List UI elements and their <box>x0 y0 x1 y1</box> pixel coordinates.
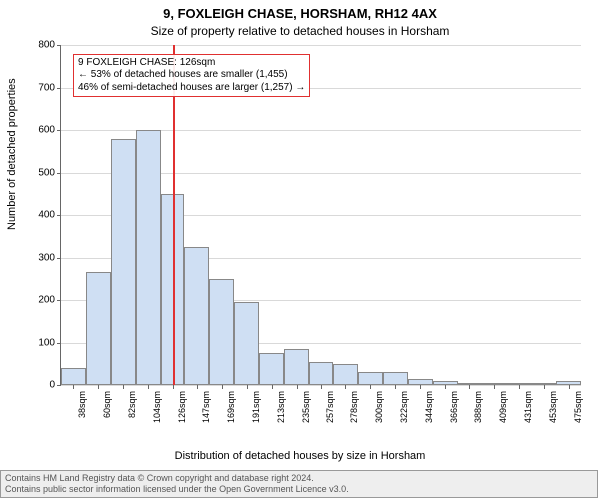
x-tick <box>222 385 223 389</box>
histogram-bar <box>209 279 234 385</box>
x-tick <box>297 385 298 389</box>
x-tick-label: 257sqm <box>325 391 335 439</box>
y-tick <box>57 385 61 386</box>
y-tick-label: 400 <box>15 210 55 221</box>
histogram-bar <box>61 368 86 385</box>
y-tick-label: 500 <box>15 167 55 178</box>
histogram-bar <box>309 362 333 385</box>
annotation-line-1: 9 FOXLEIGH CHASE: 126sqm <box>78 57 305 70</box>
footer-line-2: Contains public sector information licen… <box>5 484 593 495</box>
x-tick <box>445 385 446 389</box>
y-tick <box>57 215 61 216</box>
y-tick <box>57 88 61 89</box>
x-tick-label: 475sqm <box>573 391 583 439</box>
x-tick-label: 278sqm <box>349 391 359 439</box>
x-tick-label: 104sqm <box>152 391 162 439</box>
y-axis-label: Number of detached properties <box>6 78 18 230</box>
footer-line-1: Contains HM Land Registry data © Crown c… <box>5 473 593 484</box>
x-tick-label: 82sqm <box>127 391 137 439</box>
x-tick <box>173 385 174 389</box>
x-axis-caption: Distribution of detached houses by size … <box>0 450 600 462</box>
histogram-bar <box>333 364 358 385</box>
x-tick <box>247 385 248 389</box>
y-tick-label: 0 <box>15 380 55 391</box>
histogram-bar <box>259 353 284 385</box>
x-tick <box>569 385 570 389</box>
x-tick-label: 235sqm <box>301 391 311 439</box>
x-tick <box>370 385 371 389</box>
histogram-bar <box>136 130 161 385</box>
y-tick-label: 300 <box>15 252 55 263</box>
x-tick <box>73 385 74 389</box>
y-tick <box>57 173 61 174</box>
x-tick <box>148 385 149 389</box>
footer-licence: Contains HM Land Registry data © Crown c… <box>0 470 598 498</box>
page-title: 9, FOXLEIGH CHASE, HORSHAM, RH12 4AX <box>0 0 600 22</box>
y-tick-label: 800 <box>15 40 55 51</box>
histogram-bar <box>284 349 309 385</box>
x-tick-label: 147sqm <box>201 391 211 439</box>
x-tick-label: 366sqm <box>449 391 459 439</box>
histogram-bar <box>234 302 259 385</box>
x-tick-label: 126sqm <box>177 391 187 439</box>
x-tick-label: 409sqm <box>498 391 508 439</box>
chart-container: 9, FOXLEIGH CHASE, HORSHAM, RH12 4AX Siz… <box>0 0 600 500</box>
x-tick <box>420 385 421 389</box>
y-tick <box>57 45 61 46</box>
annotation-box: 9 FOXLEIGH CHASE: 126sqm← 53% of detache… <box>73 54 310 98</box>
plot-area: 010020030040050060070080038sqm60sqm82sqm… <box>60 45 581 386</box>
x-tick-label: 453sqm <box>548 391 558 439</box>
x-tick-label: 213sqm <box>276 391 286 439</box>
y-tick <box>57 300 61 301</box>
annotation-line-3: 46% of semi-detached houses are larger (… <box>78 82 305 95</box>
x-tick <box>345 385 346 389</box>
histogram-bar <box>111 139 136 386</box>
x-tick-label: 60sqm <box>102 391 112 439</box>
x-tick <box>272 385 273 389</box>
y-tick-label: 600 <box>15 125 55 136</box>
page-subtitle: Size of property relative to detached ho… <box>0 22 600 38</box>
histogram-bar <box>383 372 408 385</box>
x-tick <box>197 385 198 389</box>
histogram-bar <box>184 247 209 385</box>
x-tick <box>321 385 322 389</box>
x-tick <box>395 385 396 389</box>
y-tick <box>57 258 61 259</box>
y-tick-label: 100 <box>15 337 55 348</box>
annotation-line-2: ← 53% of detached houses are smaller (1,… <box>78 69 305 82</box>
histogram-bar <box>86 272 111 385</box>
y-tick <box>57 130 61 131</box>
x-tick <box>544 385 545 389</box>
y-tick <box>57 343 61 344</box>
x-tick <box>123 385 124 389</box>
x-tick-label: 431sqm <box>523 391 533 439</box>
gridline <box>61 45 581 46</box>
x-tick <box>519 385 520 389</box>
plot-wrap: 010020030040050060070080038sqm60sqm82sqm… <box>60 45 580 415</box>
x-tick-label: 38sqm <box>77 391 87 439</box>
x-tick-label: 169sqm <box>226 391 236 439</box>
x-tick <box>98 385 99 389</box>
x-tick <box>469 385 470 389</box>
x-tick-label: 191sqm <box>251 391 261 439</box>
x-tick-label: 300sqm <box>374 391 384 439</box>
x-tick-label: 322sqm <box>399 391 409 439</box>
x-tick-label: 344sqm <box>424 391 434 439</box>
y-tick-label: 700 <box>15 82 55 93</box>
x-tick-label: 388sqm <box>473 391 483 439</box>
y-tick-label: 200 <box>15 295 55 306</box>
histogram-bar <box>358 372 383 385</box>
x-tick <box>494 385 495 389</box>
